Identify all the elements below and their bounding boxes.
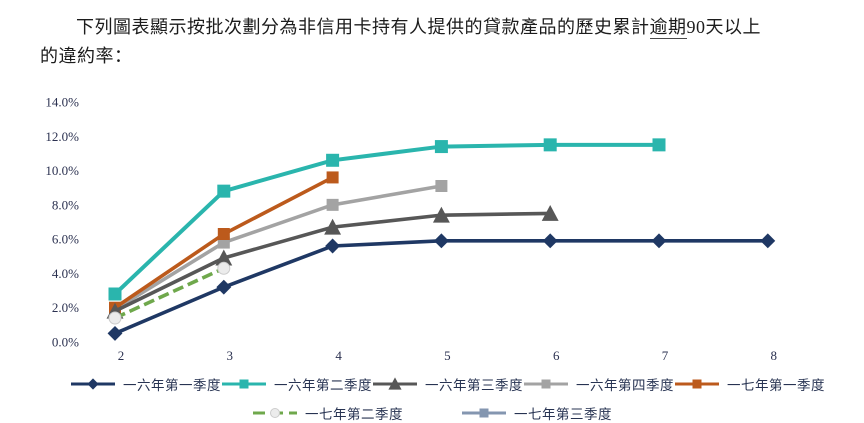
chart-caption: 下列圖表顯示按批次劃分為非信用卡持有人提供的貸款產品的歷史累計逾期90天以上 的… [0, 0, 864, 71]
x-tick-label: 4 [335, 348, 342, 363]
legend-label: 一六年第三季度 [425, 378, 523, 393]
legend-item-一六年第一季度: 一六年第一季度 [70, 374, 221, 394]
x-tick-label: 7 [662, 348, 669, 363]
legend-label: 一六年第一季度 [123, 378, 221, 393]
diamond-marker [325, 238, 341, 254]
y-tick-label: 6.0% [52, 232, 79, 247]
square-marker [541, 379, 551, 389]
caption-line-1: 下列圖表顯示按批次劃分為非信用卡持有人提供的貸款產品的歷史累計逾期90天以上 [40, 13, 826, 42]
x-tick-label: 2 [118, 348, 125, 363]
legend-marker-icon [253, 408, 297, 418]
legend-label: 一七年第二季度 [305, 407, 403, 422]
square-marker [435, 180, 448, 192]
legend-item-一七年第二季度: 一七年第二季度 [252, 403, 403, 423]
series-一六年第三季度 [106, 204, 559, 319]
caption-text-pre: 下列圖表顯示按批次劃分為非信用卡持有人提供的貸款產品的歷史累計 [76, 17, 650, 37]
diamond-marker [107, 325, 123, 341]
x-tick-label: 5 [444, 348, 451, 363]
square-marker [108, 287, 122, 301]
square-marker [326, 171, 339, 184]
x-tick-label: 3 [227, 348, 234, 363]
diamond-marker [542, 233, 558, 249]
x-axis-tick-labels: 2 3 4 5 6 7 8 [118, 348, 777, 363]
triangle-marker [541, 204, 559, 221]
diamond-marker [433, 233, 449, 249]
caption-text-post: 90天以上 [686, 17, 761, 37]
y-tick-label: 14.0% [45, 95, 79, 110]
diamond-marker [87, 378, 99, 390]
x-tick-label: 6 [553, 348, 560, 363]
legend-item-一六年第四季度: 一六年第四季度 [523, 374, 674, 394]
square-marker [543, 138, 557, 152]
legend-marker-icon [462, 408, 506, 418]
y-tick-label: 10.0% [45, 163, 79, 178]
circle-marker [108, 311, 122, 325]
legend-marker-icon [524, 379, 568, 389]
y-tick-label: 0.0% [52, 335, 79, 350]
legend-label: 一七年第一季度 [727, 378, 825, 393]
diamond-marker [216, 279, 232, 295]
series-line [114, 239, 768, 336]
diamond-marker [760, 233, 776, 249]
series-line [114, 266, 225, 320]
series-一七年第二季度 [108, 261, 231, 325]
square-marker [217, 184, 231, 198]
series-line [114, 184, 442, 311]
legend-item-一七年第三季度: 一七年第三季度 [461, 403, 612, 423]
square-marker [652, 138, 666, 152]
y-tick-label: 2.0% [52, 300, 79, 315]
triangle-marker [324, 218, 342, 235]
legend-label: 一七年第三季度 [514, 407, 612, 422]
square-marker [479, 408, 489, 418]
square-marker [239, 379, 249, 389]
circle-marker [270, 408, 280, 418]
legend-marker-icon [71, 378, 115, 390]
series-line [113, 142, 659, 296]
triangle-marker [215, 249, 233, 266]
legend-item-一六年第二季度: 一六年第二季度 [221, 374, 372, 394]
y-tick-label: 12.0% [45, 129, 79, 144]
legend-label: 一六年第二季度 [274, 378, 372, 393]
y-tick-label: 4.0% [52, 266, 79, 281]
diamond-marker [651, 233, 667, 249]
legend-item-一七年第一季度: 一七年第一季度 [674, 374, 825, 394]
caption-line-2: 的違約率： [40, 46, 133, 66]
default-rate-line-chart: 14.0% 12.0% 10.0% 8.0% 6.0% 4.0% 2.0% 0.0% 2 3 4 5 6… [0, 86, 864, 378]
legend-row-1: 一六年第一季度 一六年第二季度 一六年第三季度 一六年第四季度 一七年第一季度 [0, 374, 864, 394]
chart-plot-area: 14.0% 12.0% 10.0% 8.0% 6.0% 4.0% 2.0% 0.0% 2 3 4 5 6… [45, 95, 777, 364]
caption-text-underlined: 逾期 [649, 17, 687, 39]
legend-item-一六年第三季度: 一六年第三季度 [372, 374, 523, 394]
series-一六年第二季度 [108, 138, 666, 301]
x-tick-label: 8 [771, 348, 778, 363]
square-marker [326, 198, 339, 211]
square-marker [692, 379, 702, 389]
legend-label: 一六年第四季度 [576, 378, 674, 393]
triangle-marker [432, 206, 450, 223]
square-marker [217, 228, 230, 240]
triangle-marker [388, 377, 402, 390]
series-一六年第四季度 [109, 180, 448, 316]
chart-legend: 一六年第一季度 一六年第二季度 一六年第三季度 一六年第四季度 一七年第一季度一七年第二… [0, 374, 864, 423]
square-marker [326, 153, 340, 167]
series-一六年第一季度 [107, 233, 776, 341]
legend-row-2: 一七年第二季度 一七年第三季度 [0, 403, 864, 423]
legend-marker-icon [675, 379, 719, 389]
square-marker [434, 140, 448, 154]
circle-marker [217, 261, 231, 275]
y-axis-tick-labels: 14.0% 12.0% 10.0% 8.0% 6.0% 4.0% 2.0% 0.0% [45, 95, 79, 350]
legend-marker-icon [373, 377, 417, 390]
legend-marker-icon [222, 379, 266, 389]
y-tick-label: 8.0% [52, 197, 79, 212]
